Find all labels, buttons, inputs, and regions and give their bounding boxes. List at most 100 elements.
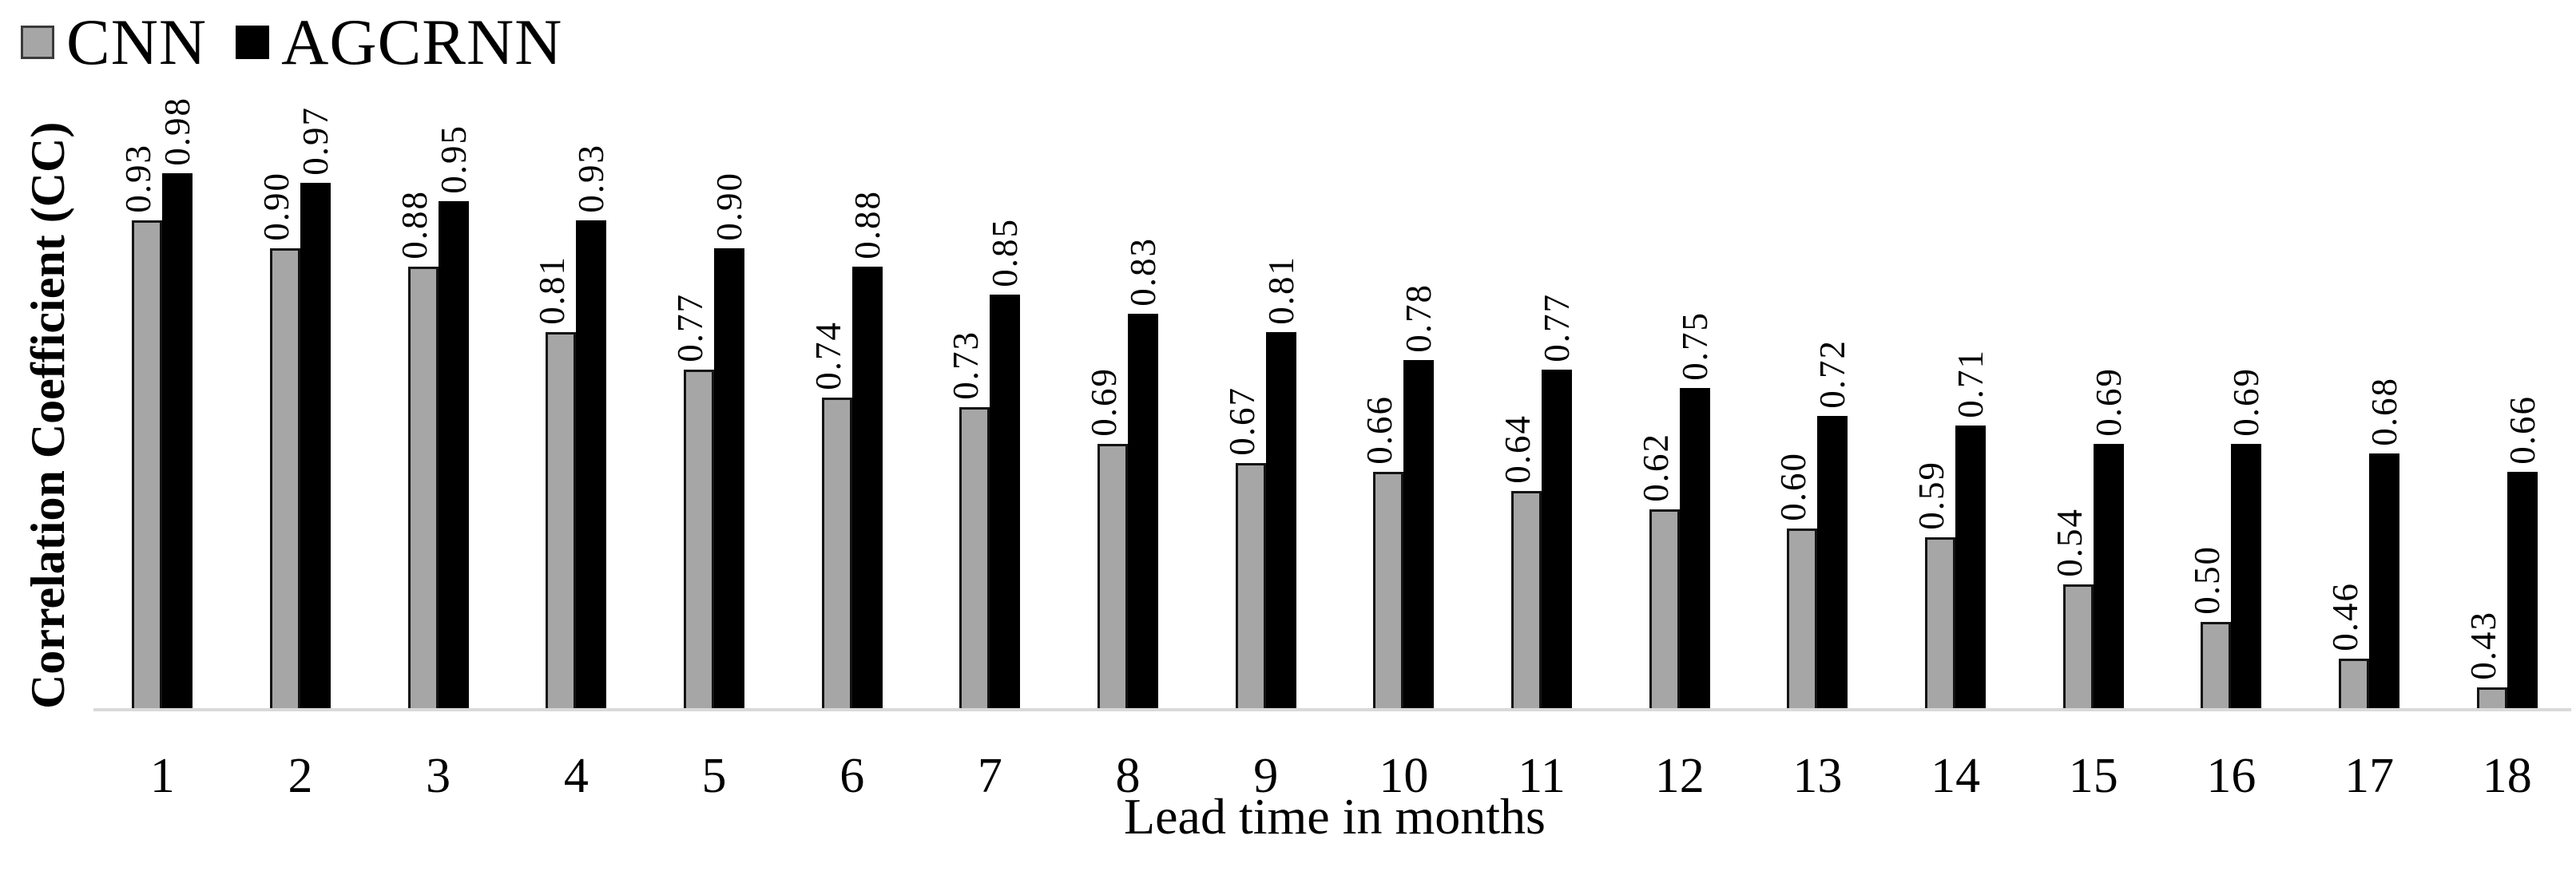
agcrnn-bar-column: 0.90	[709, 172, 749, 711]
value-label: 0.74	[808, 321, 848, 390]
value-label: 0.81	[532, 255, 573, 325]
value-label: 0.68	[2364, 377, 2405, 446]
cnn-bar	[2062, 584, 2094, 711]
agcrnn-bar	[1265, 332, 1296, 711]
category-group: 0.66 0.78 10	[1335, 0, 1473, 801]
cnn-bar-column: 0.62	[1636, 433, 1680, 711]
cnn-bar	[959, 407, 990, 711]
cnn-bar-column: 0.90	[256, 172, 300, 711]
cnn-bar-column: 0.67	[1222, 386, 1266, 711]
cnn-bar-column: 0.69	[1084, 367, 1129, 711]
value-label: 0.85	[985, 218, 1026, 287]
plot-area: 0.93 0.98 1 0.90 0.97 2 0.88 0.95 3 0.81 0.93 4 0.77…	[93, 0, 2576, 801]
agcrnn-bar-column: 0.69	[2226, 367, 2266, 711]
value-label: 0.60	[1773, 452, 1814, 521]
category-group: 0.67 0.81 9	[1197, 0, 1335, 801]
x-tick-label: 6	[839, 749, 865, 803]
cnn-bar	[1925, 537, 1956, 711]
agcrnn-bar	[1955, 426, 1987, 711]
value-label: 0.66	[1359, 395, 1400, 465]
x-tick-label: 2	[288, 749, 313, 803]
agcrnn-bar-column: 0.72	[1812, 339, 1852, 711]
agcrnn-bar	[2231, 444, 2262, 711]
value-label: 0.83	[1123, 237, 1164, 307]
value-label: 0.64	[1498, 414, 1538, 484]
agcrnn-bar	[714, 248, 745, 711]
agcrnn-bar-column: 0.83	[1123, 237, 1164, 711]
category-group: 0.62 0.75 12	[1610, 0, 1748, 801]
agcrnn-legend-label: AGCRNN	[281, 6, 563, 78]
x-tick-label: 11	[1518, 749, 1566, 803]
x-tick-label: 13	[1792, 749, 1843, 803]
value-label: 0.93	[118, 144, 159, 213]
category-group: 0.64 0.77 11	[1473, 0, 1611, 801]
agcrnn-bar-column: 0.68	[2364, 377, 2405, 711]
agcrnn-bar	[1817, 416, 1848, 711]
cnn-bar-column: 0.88	[395, 190, 439, 711]
agcrnn-bar	[162, 173, 193, 711]
cnn-bar-column: 0.64	[1498, 414, 1542, 711]
category-group: 0.46 0.68 17	[2300, 0, 2439, 801]
x-tick-label: 1	[149, 749, 175, 803]
agcrnn-bar	[300, 183, 331, 711]
cnn-bar	[1649, 509, 1680, 711]
x-tick-label: 14	[1931, 749, 1981, 803]
x-tick-label: 17	[2344, 749, 2395, 803]
agcrnn-bar	[1128, 314, 1159, 711]
cnn-bar	[821, 398, 852, 711]
category-group: 0.77 0.90 5	[645, 0, 784, 801]
value-label: 0.81	[1260, 255, 1301, 325]
value-label: 0.98	[157, 97, 198, 166]
bar-groups: 0.93 0.98 1 0.90 0.97 2 0.88 0.95 3 0.81 0.93 4 0.77…	[93, 0, 2576, 801]
agcrnn-bar	[576, 220, 607, 711]
cnn-bar-column: 0.46	[2325, 582, 2370, 711]
x-tick-label: 3	[426, 749, 451, 803]
value-label: 0.78	[1399, 283, 1439, 353]
value-label: 0.46	[2325, 582, 2366, 651]
cnn-bar	[1373, 472, 1404, 711]
value-label: 0.75	[1674, 311, 1715, 381]
cnn-bar-column: 0.43	[2463, 611, 2507, 711]
value-label: 0.69	[1084, 367, 1125, 437]
cnn-bar-column: 0.66	[1359, 395, 1404, 711]
category-group: 0.93 0.98 1	[93, 0, 232, 801]
x-tick-label: 8	[1115, 749, 1141, 803]
cnn-bar	[1235, 463, 1266, 711]
cnn-bar-column: 0.60	[1773, 452, 1818, 711]
agcrnn-bar-column: 0.75	[1674, 311, 1715, 711]
agcrnn-bar-column: 0.93	[571, 144, 611, 711]
cnn-legend-label: CNN	[66, 6, 208, 78]
x-axis-line	[93, 708, 2571, 711]
cnn-bar-column: 0.73	[946, 331, 990, 711]
cnn-bar	[2201, 622, 2232, 711]
value-label: 0.77	[1537, 293, 1578, 362]
category-group: 0.50 0.69 16	[2162, 0, 2300, 801]
agcrnn-bar	[2093, 444, 2124, 711]
value-label: 0.97	[296, 106, 335, 176]
x-tick-label: 9	[1253, 749, 1279, 803]
cnn-bar	[132, 220, 163, 711]
category-group: 0.54 0.69 15	[2024, 0, 2162, 801]
value-label: 0.77	[670, 293, 711, 362]
value-label: 0.88	[394, 190, 435, 259]
category-group: 0.60 0.72 13	[1748, 0, 1887, 801]
agcrnn-bar-column: 0.78	[1399, 283, 1439, 711]
agcrnn-bar	[2507, 472, 2538, 711]
agcrnn-bar	[438, 201, 469, 711]
agcrnn-bar-column: 0.66	[2503, 395, 2542, 711]
agcrnn-bar	[1679, 388, 1710, 711]
cnn-bar	[2339, 659, 2370, 711]
x-axis-title: Lead time in months	[1124, 788, 1546, 845]
cnn-bar	[684, 370, 715, 711]
agcrnn-bar	[1542, 370, 1573, 711]
cnn-bar-column: 0.77	[670, 293, 715, 711]
legend: CNN AGCRNN	[21, 10, 562, 75]
category-group: 0.81 0.93 4	[507, 0, 645, 801]
category-group: 0.73 0.85 7	[921, 0, 1059, 801]
agcrnn-bar-column: 0.71	[1951, 349, 1991, 711]
category-group: 0.90 0.97 2	[232, 0, 370, 801]
cnn-bar-column: 0.74	[808, 321, 852, 711]
agcrnn-bar-column: 0.88	[847, 190, 887, 711]
cnn-bar	[2476, 687, 2507, 711]
